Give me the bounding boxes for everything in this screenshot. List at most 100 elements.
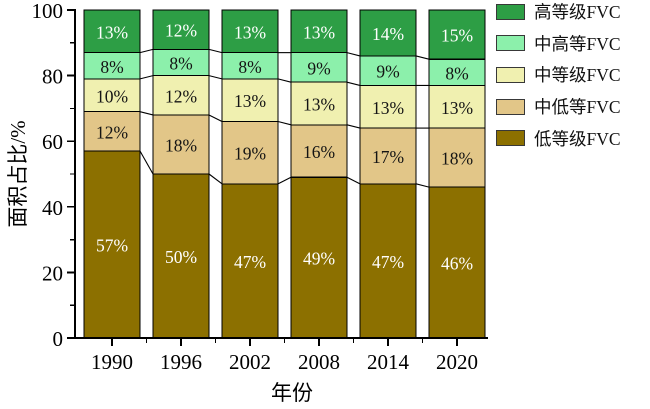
bar-segment-value-label: 13% bbox=[234, 22, 266, 42]
bar-segment-value-label: 46% bbox=[441, 254, 473, 274]
bar-segment-value-label: 18% bbox=[165, 135, 197, 155]
bar-segment-value-label: 13% bbox=[96, 22, 128, 42]
bar-segment bbox=[152, 9, 210, 50]
bar-segment-value-label: 13% bbox=[303, 22, 335, 42]
segment-connector-line bbox=[415, 55, 430, 60]
bar-segment-value-label: 14% bbox=[372, 24, 404, 44]
bar-segment-value-label: 47% bbox=[234, 252, 266, 272]
segment-connector-line bbox=[208, 75, 223, 80]
segment-connector-line bbox=[139, 111, 154, 116]
bar-segment bbox=[152, 48, 210, 77]
segment-connector-line bbox=[208, 48, 223, 54]
x-axis-tick-label: 2020 bbox=[436, 350, 478, 374]
y-axis-tick-label: 100 bbox=[32, 0, 64, 23]
bar-segment-value-label: 13% bbox=[441, 98, 473, 118]
bar-segment-value-label: 8% bbox=[100, 57, 123, 77]
bar-segment bbox=[428, 58, 486, 86]
legend-label: 低等级FVC bbox=[534, 128, 621, 149]
bar-segment-value-label: 13% bbox=[234, 91, 266, 111]
legend-swatch bbox=[496, 66, 525, 83]
bar-segment bbox=[152, 75, 210, 116]
segment-connector-line bbox=[208, 173, 223, 185]
bar-segment bbox=[359, 55, 417, 86]
x-axis-tick-label: 2002 bbox=[229, 350, 271, 374]
x-axis-tick-label: 2008 bbox=[298, 350, 340, 374]
bar-segment-value-label: 18% bbox=[441, 149, 473, 169]
segment-connector-line bbox=[415, 183, 430, 188]
bar-segment bbox=[428, 127, 486, 188]
bar-segment bbox=[359, 9, 417, 57]
bar-segment bbox=[221, 120, 279, 185]
y-axis-tick-label: 40 bbox=[42, 196, 63, 220]
bar-segment bbox=[83, 9, 141, 54]
bar-segment-value-label: 13% bbox=[372, 98, 404, 118]
bar-segment bbox=[359, 183, 417, 339]
segment-connector-line bbox=[346, 81, 361, 86]
legend-item: 高等级FVC bbox=[496, 0, 621, 28]
bar-segment-value-label: 19% bbox=[234, 144, 266, 164]
segment-connector-line bbox=[346, 176, 361, 185]
bar-segment bbox=[359, 84, 417, 129]
bar-segment-value-label: 15% bbox=[441, 26, 473, 46]
bar-segment bbox=[83, 52, 141, 80]
bar-segment bbox=[152, 114, 210, 175]
segment-connector-line bbox=[346, 124, 361, 129]
bar-segment-value-label: 9% bbox=[307, 58, 330, 78]
legend: 高等级FVC 中高等FVC 中等级FVC 中低等FVC 低等级FVC bbox=[496, 0, 621, 154]
bar-segment-value-label: 12% bbox=[165, 21, 197, 41]
segment-connector-line bbox=[346, 52, 361, 57]
segment-connector-line bbox=[277, 120, 292, 126]
y-axis-tick-label: 80 bbox=[42, 65, 63, 89]
y-axis-title: 面积占比/% bbox=[6, 120, 30, 228]
bar-segment bbox=[221, 9, 279, 54]
bar-segment bbox=[83, 111, 141, 152]
bar-segment bbox=[290, 81, 348, 126]
legend-label: 中等级FVC bbox=[534, 65, 621, 86]
bar-segment bbox=[428, 9, 486, 60]
y-axis-tick-label: 20 bbox=[42, 261, 63, 285]
legend-swatch bbox=[496, 3, 525, 20]
bar-segment bbox=[152, 173, 210, 339]
bar-segment-value-label: 8% bbox=[238, 57, 261, 77]
legend-item: 中低等FVC bbox=[496, 91, 621, 123]
y-axis-tick-label: 0 bbox=[53, 327, 64, 351]
y-axis-tick-label: 60 bbox=[42, 130, 63, 154]
legend-item: 低等级FVC bbox=[496, 122, 621, 154]
bar-segment-value-label: 8% bbox=[445, 63, 468, 83]
x-axis-tick-label: 2014 bbox=[367, 350, 410, 374]
bar-segment-value-label: 10% bbox=[96, 86, 128, 106]
segment-connector-line bbox=[139, 48, 154, 54]
bar-segment-value-label: 47% bbox=[372, 252, 404, 272]
legend-swatch bbox=[496, 98, 525, 115]
legend-label: 中高等FVC bbox=[534, 33, 621, 54]
bar-segment-value-label: 12% bbox=[165, 86, 197, 106]
x-axis-tick-label: 1996 bbox=[160, 350, 202, 374]
legend-item: 中等级FVC bbox=[496, 59, 621, 91]
bar-segment bbox=[221, 52, 279, 80]
bar-segment-value-label: 49% bbox=[303, 249, 335, 269]
legend-label: 高等级FVC bbox=[534, 2, 621, 23]
bar-segment bbox=[83, 78, 141, 113]
bar-segment bbox=[359, 127, 417, 185]
bar-segment-value-label: 50% bbox=[165, 247, 197, 267]
bar-segment bbox=[221, 78, 279, 123]
x-axis-title: 年份 bbox=[271, 381, 313, 405]
bar-segment-value-label: 13% bbox=[303, 94, 335, 114]
bar-segment-value-label: 12% bbox=[96, 122, 128, 142]
bar-segment bbox=[83, 150, 141, 339]
segment-connector-line bbox=[208, 114, 223, 123]
segment-connector-line bbox=[139, 75, 154, 80]
bar-segment-value-label: 16% bbox=[303, 142, 335, 162]
bar-segment bbox=[290, 124, 348, 178]
x-axis-tick-label: 1990 bbox=[91, 350, 133, 374]
legend-item: 中高等FVC bbox=[496, 28, 621, 60]
bar-segment bbox=[290, 176, 348, 339]
legend-swatch bbox=[496, 35, 525, 52]
legend-swatch bbox=[496, 130, 525, 147]
bar-segment-value-label: 8% bbox=[169, 53, 192, 73]
segment-connector-line bbox=[277, 176, 292, 185]
bar-segment-value-label: 57% bbox=[96, 236, 128, 256]
segment-connector-line bbox=[139, 150, 154, 175]
bar-segment-value-label: 17% bbox=[372, 147, 404, 167]
